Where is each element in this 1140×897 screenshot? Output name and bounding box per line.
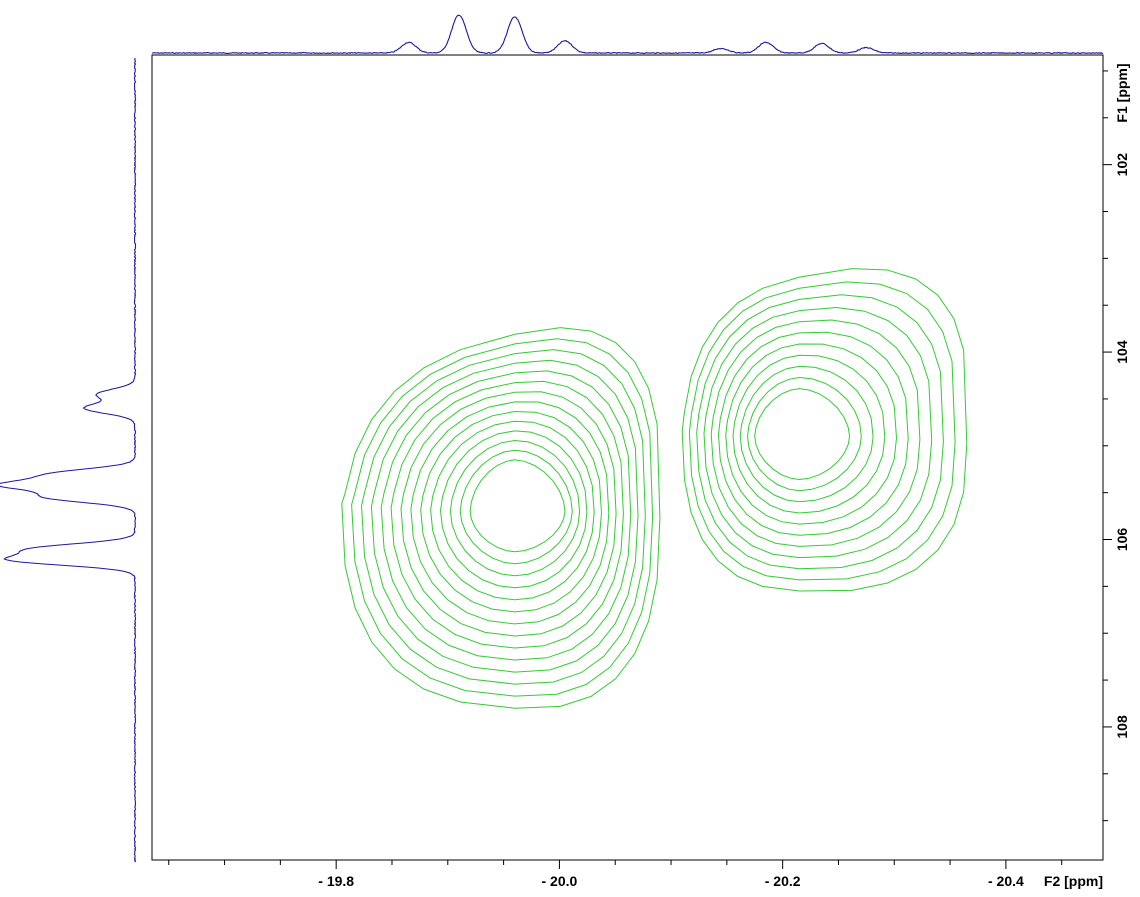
f2-projection-trace bbox=[151, 14, 1104, 55]
contour-level bbox=[341, 327, 661, 709]
contour-level bbox=[449, 439, 581, 577]
x-axis-label: F2 [ppm] bbox=[1044, 873, 1103, 889]
y-tick-label: 106 bbox=[1114, 528, 1130, 552]
f1-projection-trace bbox=[0, 57, 137, 863]
f2-projection bbox=[151, 14, 1104, 55]
x-tick-label: - 19.8 bbox=[318, 873, 354, 889]
y-tick-label: 102 bbox=[1114, 153, 1130, 177]
contour-level bbox=[725, 343, 898, 525]
contour-level bbox=[696, 294, 944, 570]
y-axis: 102 104 106 108 F1 [ppm] bbox=[1103, 63, 1130, 822]
contour-level bbox=[400, 391, 617, 637]
contour-level bbox=[420, 410, 603, 613]
contour-level bbox=[469, 459, 566, 553]
contour-level bbox=[703, 306, 933, 559]
contour-level bbox=[430, 420, 595, 601]
contour-level bbox=[360, 349, 646, 685]
contour-level bbox=[351, 338, 654, 697]
contour-level bbox=[390, 380, 624, 649]
contour-level bbox=[688, 281, 956, 581]
contour-peak-1 bbox=[341, 327, 661, 709]
plot-frame bbox=[151, 54, 1104, 861]
x-axis: - 19.8 - 20.0 - 20.2 - 20.4 F2 [ppm] bbox=[168, 860, 1103, 889]
contour-level bbox=[370, 359, 639, 673]
contour-level bbox=[739, 365, 874, 503]
f1-projection bbox=[0, 57, 137, 863]
contour-peak-2 bbox=[681, 268, 968, 592]
contour-level bbox=[410, 401, 610, 625]
contour-level bbox=[380, 370, 632, 661]
contour-level bbox=[710, 319, 921, 547]
contour-level bbox=[439, 430, 588, 589]
y-tick-label: 108 bbox=[1114, 715, 1130, 739]
contour-level bbox=[746, 376, 862, 492]
y-axis-label: F1 [ppm] bbox=[1114, 63, 1130, 122]
x-tick-label: - 20.0 bbox=[542, 873, 578, 889]
contour-map bbox=[341, 268, 968, 709]
contour-level bbox=[754, 388, 851, 481]
x-tick-label: - 20.4 bbox=[988, 873, 1024, 889]
contour-level bbox=[459, 449, 573, 565]
contour-level bbox=[732, 354, 886, 514]
contour-level bbox=[717, 331, 909, 536]
contour-level bbox=[681, 268, 968, 592]
y-tick-label: 104 bbox=[1114, 340, 1130, 364]
x-tick-label: - 20.2 bbox=[765, 873, 801, 889]
